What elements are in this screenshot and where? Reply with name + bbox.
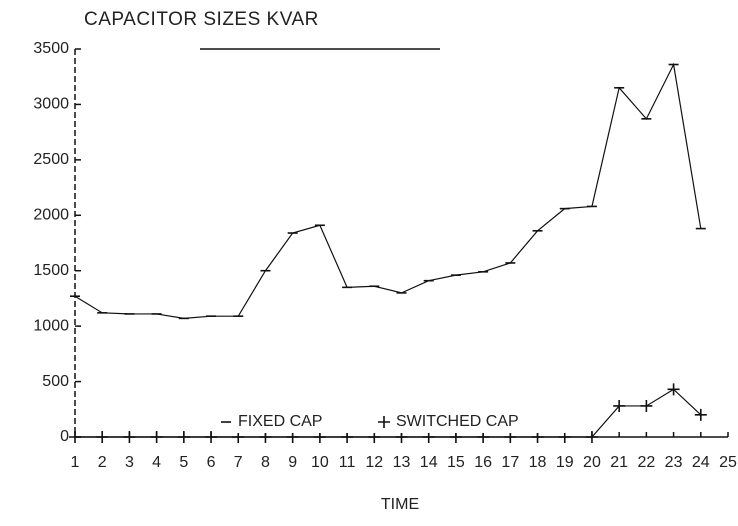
x-tick-label: 22 [637,454,655,471]
x-tick-label: 4 [152,454,161,471]
x-tick-label: 16 [474,454,492,471]
data-point [177,431,190,443]
data-point [667,383,680,396]
y-tick-label: 3500 [33,40,69,57]
x-tick-label: 10 [311,454,329,471]
x-tick-label: 6 [207,454,216,471]
data-point [150,431,163,443]
x-tick-label: 3 [125,454,134,471]
y-tick-label: 1500 [33,262,69,279]
x-tick-label: 1 [71,454,80,471]
x-tick-label: 8 [261,454,270,471]
y-tick-label: 2500 [33,151,69,168]
x-tick-label: 21 [610,454,628,471]
x-tick-label: 12 [365,454,383,471]
x-tick-label: 25 [719,454,737,471]
x-tick-label: 5 [179,454,188,471]
x-tick-label: 2 [98,454,107,471]
data-point [585,431,598,443]
x-tick-label: 23 [665,454,683,471]
series-line [74,62,702,319]
chart-title: CAPACITOR SIZES KVAR [84,9,319,30]
legend-marker [378,416,390,428]
x-tick-label: 7 [234,454,243,471]
y-tick-label: 3000 [33,96,69,113]
data-point [205,431,218,443]
legend-bg [212,411,362,433]
x-tick-label: 9 [288,454,297,471]
x-tick-label: 13 [393,454,411,471]
x-axis-label: TIME [381,496,419,513]
y-tick-label: 0 [60,428,69,445]
x-tick-label: 14 [420,454,438,471]
y-tick-label: 2000 [33,207,69,224]
y-tick-label: 500 [42,373,69,390]
data-point [96,431,109,443]
legend-label: FIXED CAP [238,413,322,430]
x-tick-label: 18 [529,454,547,471]
legend-bg [370,411,570,433]
x-tick-label: 24 [692,454,710,471]
y-tick-label: 1000 [33,317,69,334]
data-point [123,431,136,443]
data-point [640,399,653,412]
data-point [69,431,81,443]
data-point [694,408,707,421]
x-tick-label: 15 [447,454,465,471]
legend-label: SWITCHED CAP [396,413,519,430]
x-tick-label: 17 [501,454,519,471]
x-tick-label: 11 [339,454,356,471]
data-point [613,399,626,412]
x-tick-label: 19 [556,454,574,471]
x-tick-label: 20 [583,454,601,471]
